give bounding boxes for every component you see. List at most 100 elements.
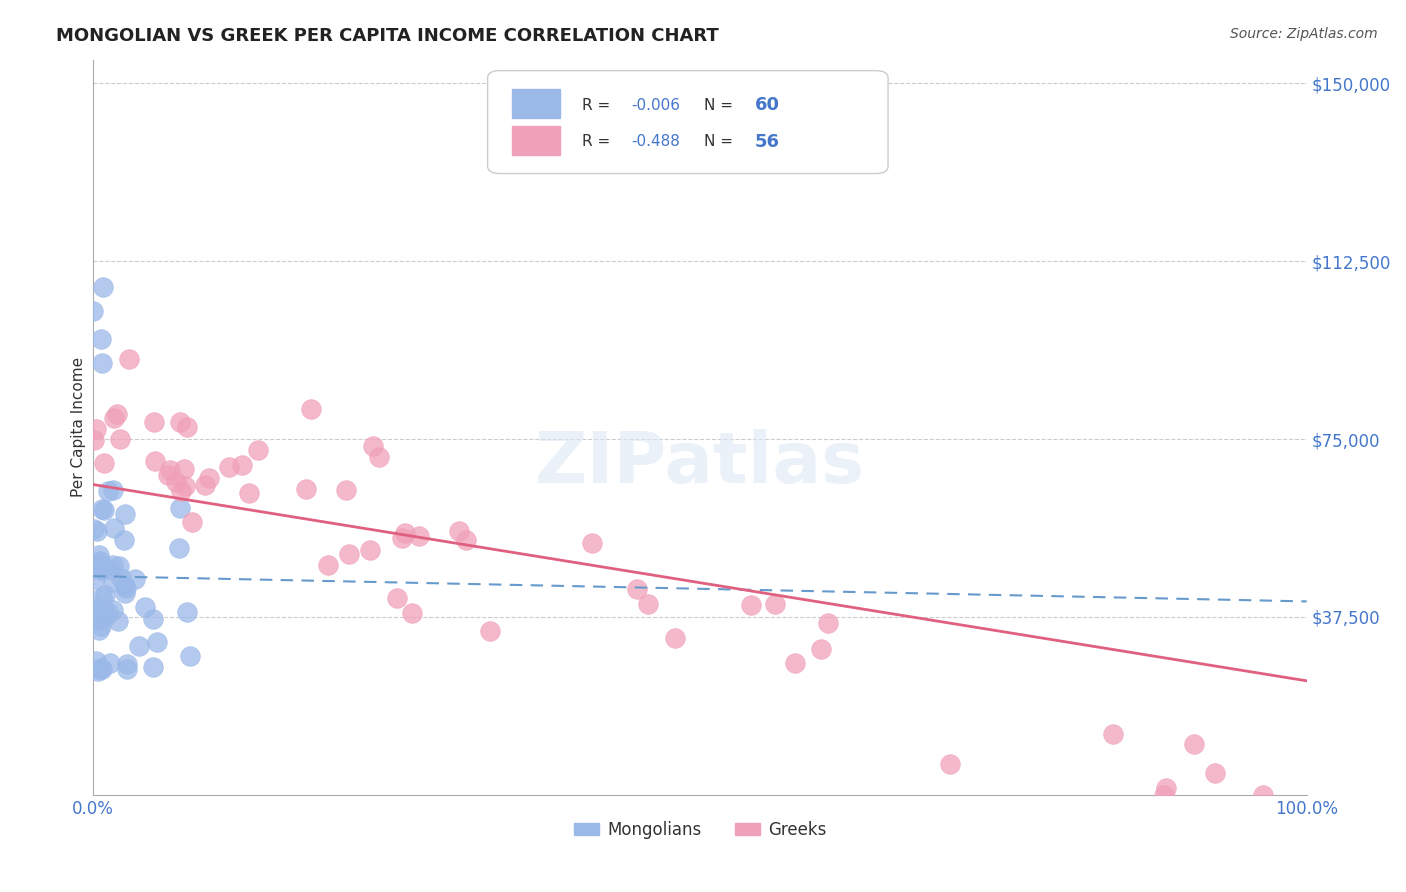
Point xyxy=(246,442,269,457)
Point xyxy=(169,541,191,556)
Point xyxy=(101,575,124,590)
Point xyxy=(90,612,112,626)
Point xyxy=(740,598,762,612)
Point xyxy=(91,356,114,370)
Point xyxy=(90,590,112,604)
Point xyxy=(124,572,146,586)
Point xyxy=(96,608,118,623)
Text: -0.488: -0.488 xyxy=(631,135,679,150)
Point xyxy=(93,456,115,470)
Point xyxy=(103,411,125,425)
Text: MONGOLIAN VS GREEK PER CAPITA INCOME CORRELATION CHART: MONGOLIAN VS GREEK PER CAPITA INCOME COR… xyxy=(56,27,718,45)
Point xyxy=(107,559,129,574)
Point xyxy=(361,439,384,453)
Text: Source: ZipAtlas.com: Source: ZipAtlas.com xyxy=(1230,27,1378,41)
Point xyxy=(810,641,832,656)
Point xyxy=(105,407,128,421)
Point xyxy=(87,665,110,679)
Point xyxy=(368,450,391,464)
Point xyxy=(98,657,121,671)
Point xyxy=(173,461,195,475)
Point xyxy=(763,597,786,611)
Text: R =: R = xyxy=(582,98,616,112)
Point xyxy=(337,547,360,561)
Text: ZIPatlas: ZIPatlas xyxy=(534,429,865,499)
Point xyxy=(146,635,169,649)
Point xyxy=(84,601,107,615)
Point xyxy=(447,524,470,539)
Text: -0.006: -0.006 xyxy=(631,98,679,112)
Point xyxy=(90,333,112,347)
Text: N =: N = xyxy=(703,135,738,150)
Point xyxy=(454,533,477,547)
Point xyxy=(408,529,430,543)
Point xyxy=(1154,781,1177,796)
Point xyxy=(174,479,197,493)
Point xyxy=(87,612,110,626)
FancyBboxPatch shape xyxy=(488,70,889,174)
Point xyxy=(394,525,416,540)
Point xyxy=(117,351,139,366)
Point xyxy=(86,524,108,539)
Point xyxy=(159,463,181,477)
Point xyxy=(110,432,132,446)
Text: N =: N = xyxy=(703,98,738,112)
Point xyxy=(170,484,193,499)
Point xyxy=(165,475,187,490)
Point xyxy=(91,603,114,617)
Legend: Mongolians, Greeks: Mongolians, Greeks xyxy=(567,814,832,846)
Point xyxy=(84,654,107,668)
Point xyxy=(89,662,111,676)
Point xyxy=(82,609,104,624)
Point xyxy=(115,581,138,595)
Point xyxy=(91,280,114,294)
Point xyxy=(391,531,413,545)
Point xyxy=(637,597,659,611)
Point xyxy=(90,662,112,676)
Point xyxy=(385,591,408,606)
Text: 60: 60 xyxy=(755,96,779,114)
Point xyxy=(231,458,253,472)
Point xyxy=(128,639,150,653)
Point xyxy=(84,607,107,621)
Point xyxy=(626,582,648,597)
Point xyxy=(142,612,165,626)
Point xyxy=(785,656,807,670)
Point xyxy=(143,454,166,468)
Point xyxy=(89,549,111,563)
Point xyxy=(401,607,423,621)
Point xyxy=(84,572,107,586)
Point xyxy=(82,304,104,318)
Point xyxy=(479,624,502,638)
Point xyxy=(169,501,191,516)
Point xyxy=(238,486,260,500)
Point xyxy=(84,422,107,436)
Point xyxy=(90,563,112,577)
Point xyxy=(98,562,121,576)
Point xyxy=(359,543,381,558)
FancyBboxPatch shape xyxy=(512,89,561,119)
Point xyxy=(114,507,136,521)
Point xyxy=(1153,788,1175,802)
Point xyxy=(1204,766,1226,780)
Point xyxy=(316,558,339,572)
Point xyxy=(299,402,322,417)
Point xyxy=(86,556,108,570)
Point xyxy=(817,615,839,630)
Point xyxy=(115,662,138,676)
Point xyxy=(114,585,136,599)
Point xyxy=(91,611,114,625)
Point xyxy=(142,659,165,673)
Point xyxy=(93,502,115,516)
Point xyxy=(101,558,124,572)
Point xyxy=(664,631,686,645)
Point xyxy=(114,579,136,593)
Point xyxy=(193,478,215,492)
Point xyxy=(142,415,165,429)
Point xyxy=(117,657,139,671)
Text: R =: R = xyxy=(582,135,616,150)
Point xyxy=(335,483,357,497)
Point xyxy=(96,605,118,619)
Point xyxy=(94,588,117,602)
Point xyxy=(83,522,105,536)
